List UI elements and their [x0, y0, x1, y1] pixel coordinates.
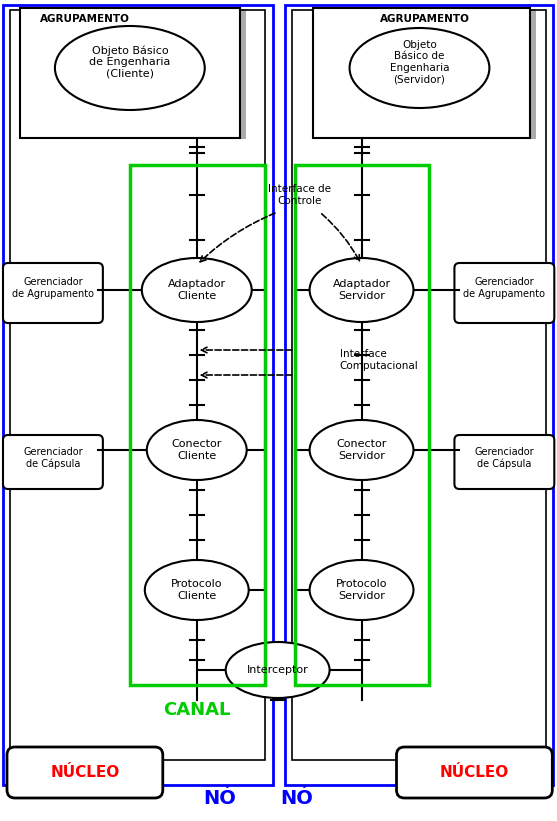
FancyBboxPatch shape — [7, 747, 163, 798]
Text: Gerenciador
de Agrupamento: Gerenciador de Agrupamento — [12, 277, 94, 299]
Text: Objeto Básico
de Engenharia
(Cliente): Objeto Básico de Engenharia (Cliente) — [89, 45, 170, 79]
Ellipse shape — [145, 560, 248, 620]
Text: Interface de
Controle: Interface de Controle — [268, 184, 331, 206]
Ellipse shape — [310, 560, 413, 620]
Text: CANAL: CANAL — [163, 701, 231, 719]
Ellipse shape — [350, 28, 490, 108]
Text: Interface
Computacional: Interface Computacional — [340, 349, 418, 371]
FancyBboxPatch shape — [20, 8, 240, 138]
Ellipse shape — [310, 420, 413, 480]
FancyBboxPatch shape — [455, 435, 554, 489]
Text: Adaptador
Cliente: Adaptador Cliente — [168, 279, 226, 300]
Text: Interceptor: Interceptor — [247, 665, 309, 675]
FancyBboxPatch shape — [26, 9, 246, 139]
Text: Gerenciador
de Agrupamento: Gerenciador de Agrupamento — [463, 277, 545, 299]
FancyBboxPatch shape — [3, 435, 103, 489]
FancyBboxPatch shape — [455, 263, 554, 323]
Text: AGRUPAMENTO: AGRUPAMENTO — [379, 14, 470, 24]
Text: Protocolo
Servidor: Protocolo Servidor — [336, 579, 387, 601]
Text: Gerenciador
de Cápsula: Gerenciador de Cápsula — [475, 447, 534, 469]
Ellipse shape — [147, 420, 247, 480]
Text: Conector
Servidor: Conector Servidor — [336, 439, 387, 461]
Ellipse shape — [142, 258, 252, 322]
Text: Conector
Cliente: Conector Cliente — [172, 439, 222, 461]
Text: NÓ: NÓ — [280, 788, 313, 808]
Text: Objeto
Básico de
Engenharia
(Servidor): Objeto Básico de Engenharia (Servidor) — [390, 39, 449, 85]
Text: NÚCLEO: NÚCLEO — [50, 764, 120, 779]
Text: AGRUPAMENTO: AGRUPAMENTO — [40, 14, 130, 24]
Ellipse shape — [226, 642, 330, 698]
Text: NÚCLEO: NÚCLEO — [440, 764, 509, 779]
FancyBboxPatch shape — [312, 8, 530, 138]
Text: Adaptador
Servidor: Adaptador Servidor — [333, 279, 390, 300]
FancyBboxPatch shape — [3, 263, 103, 323]
Ellipse shape — [310, 258, 413, 322]
FancyBboxPatch shape — [397, 747, 553, 798]
FancyBboxPatch shape — [319, 9, 536, 139]
Text: NÓ: NÓ — [203, 788, 236, 808]
Text: Protocolo
Cliente: Protocolo Cliente — [171, 579, 222, 601]
Text: Gerenciador
de Cápsula: Gerenciador de Cápsula — [23, 447, 83, 469]
Ellipse shape — [55, 26, 205, 110]
